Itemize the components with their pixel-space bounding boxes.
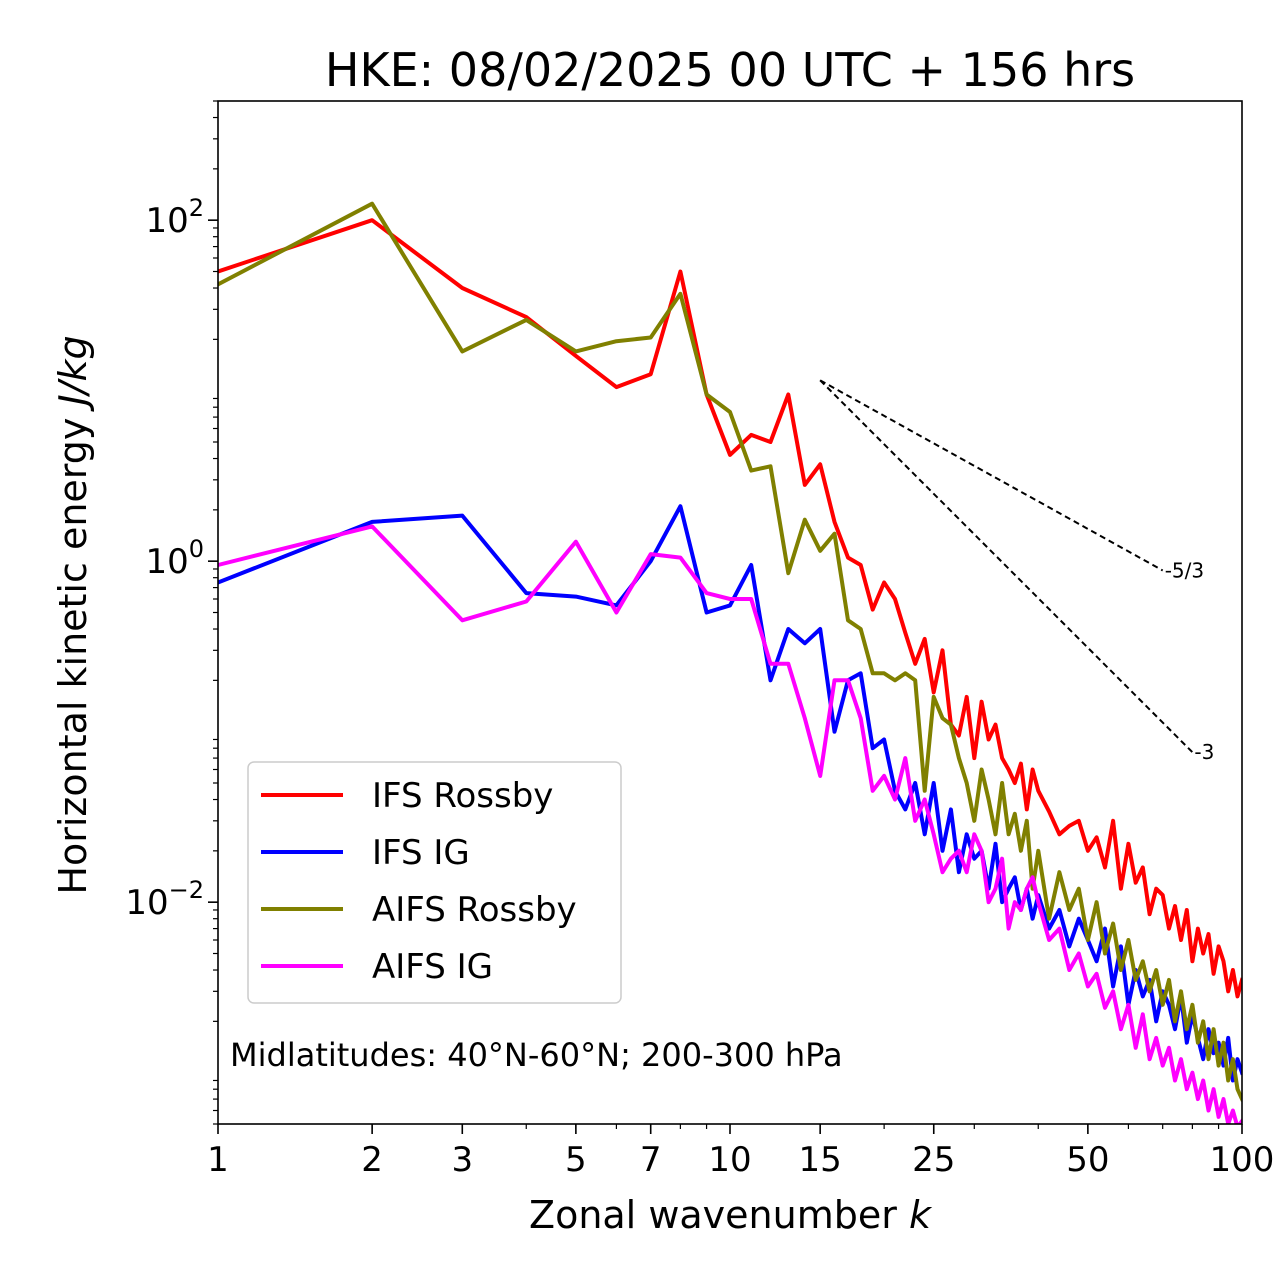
series-line-aifs-rossby [218,201,1242,1102]
x-tick-label: 25 [912,1140,955,1180]
region-annotation: Midlatitudes: 40°N-60°N; 200-300 hPa [230,1036,843,1074]
x-tick-label: 3 [451,1140,473,1180]
y-tick-label: 10−2 [125,876,204,923]
x-tick-label: 5 [565,1140,587,1180]
legend-label: AIFS IG [372,947,493,987]
slope-line-1 [819,379,1164,572]
x-tick-label: 7 [640,1140,662,1180]
series-layer [218,201,1242,1124]
y-tick-label: 102 [145,194,204,241]
y-tick-label: 100 [145,535,204,582]
legend-label: AIFS Rossby [372,890,577,930]
x-axis-label: Zonal wavenumber k [529,1193,933,1237]
x-tick-label: 1 [207,1140,229,1180]
slope-line-2 [819,379,1194,753]
legend: IFS Rossby IFS IG AIFS Rossby AIFS IG [247,761,622,1004]
x-tick-label: 2 [361,1140,383,1180]
x-tick-label: 50 [1066,1140,1109,1180]
series-line-ifs-rossby [218,218,1242,999]
reference-lines: -5/3 -3 [819,379,1214,764]
x-tick-label: 100 [1210,1140,1275,1180]
legend-box [247,761,622,1004]
chart-title: HKE: 08/02/2025 00 UTC + 156 hrs [325,43,1135,97]
y-axis-label: Horizontal kinetic energy J/kg [51,335,95,894]
x-axis-ticks: 1 2 3 5 7 10 15 25 50 100 [207,1124,1274,1180]
series-line-aifs-ig [218,524,1242,1124]
slope-label-2: -3 [1194,740,1214,764]
x-tick-label: 15 [799,1140,842,1180]
slope-label-1: -5/3 [1165,558,1204,582]
x-tick-label: 10 [708,1140,751,1180]
legend-label: IFS Rossby [372,776,553,816]
y-axis-ticks: 102 100 10−2 [125,100,218,1125]
legend-label: IFS IG [372,833,470,873]
